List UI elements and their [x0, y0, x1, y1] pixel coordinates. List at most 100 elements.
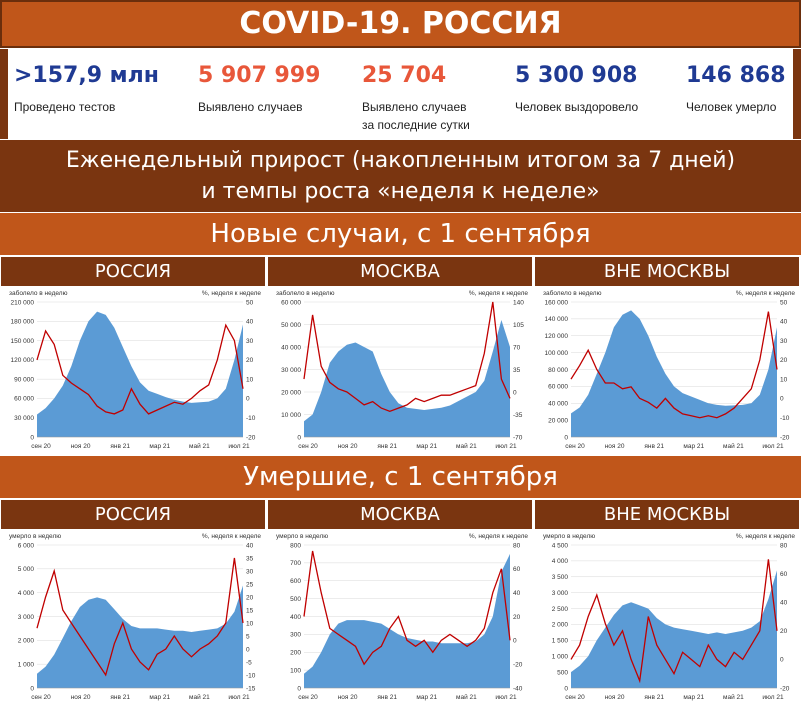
y-tick-label: 1 000 [18, 661, 35, 668]
y-tick-label: 20 000 [548, 417, 568, 424]
y2-tick-label: -10 [780, 415, 790, 422]
x-tick-label: май 21 [189, 693, 210, 701]
y-axis-title: умерло в неделю [543, 533, 595, 540]
cases-section-title: Новые случаи, с 1 сентября [0, 213, 801, 255]
y-tick-label: 80 000 [548, 367, 568, 374]
region-label: РОССИЯ [1, 500, 265, 529]
y-tick-label: 210 000 [11, 299, 35, 306]
y2-tick-label: 50 [780, 299, 788, 306]
y-tick-label: 180 000 [11, 319, 35, 326]
y-tick-label: 0 [30, 434, 34, 441]
stats-row: >157,9 млн Проведено тестов 5 907 999 Вы… [0, 49, 801, 139]
y2-tick-label: 105 [513, 322, 524, 329]
y2-axis-title: %, неделя к неделе [202, 290, 261, 297]
y2-tick-label: 20 [246, 594, 254, 601]
y-tick-label: 60 000 [548, 384, 568, 391]
y-tick-label: 120 000 [545, 333, 569, 340]
region-label: ВНЕ МОСКВЫ [535, 500, 799, 529]
y-tick-label: 2 500 [552, 606, 569, 613]
y-tick-label: 140 000 [545, 316, 569, 323]
y2-tick-label: 30 [246, 568, 254, 575]
y-tick-label: 2 000 [18, 638, 35, 645]
y2-tick-label: 60 [513, 566, 521, 573]
y2-tick-label: 5 [246, 633, 250, 640]
y2-tick-label: 40 [246, 319, 254, 326]
y2-tick-label: 30 [246, 338, 254, 345]
x-tick-label: июл 21 [228, 694, 250, 701]
y-tick-label: 4 000 [18, 590, 35, 597]
y-tick-label: 6 000 [18, 542, 35, 549]
y2-tick-label: 10 [780, 376, 788, 383]
x-tick-label: ноя 20 [605, 694, 625, 701]
x-tick-label: ноя 20 [71, 694, 91, 701]
y2-axis-title: %, неделя к неделе [469, 533, 528, 540]
y2-tick-label: 20 [780, 357, 788, 364]
y-tick-label: 0 [297, 434, 301, 441]
y2-tick-label: 0 [780, 657, 784, 664]
weekly-growth-line [36, 323, 244, 415]
y2-tick-label: 30 [780, 338, 788, 345]
region-label: РОССИЯ [1, 257, 265, 286]
region-label: МОСКВА [268, 500, 532, 529]
y2-tick-label: 20 [513, 614, 521, 621]
x-tick-label: ноя 20 [338, 443, 358, 450]
y-axis-title: умерло в неделю [9, 533, 61, 540]
y-tick-label: 120 000 [11, 357, 35, 364]
chart-svg: заболело в неделю %, неделя к неделе 0 10 0… [268, 286, 532, 453]
y-tick-label: 60 000 [281, 299, 301, 306]
deaths-chart-moscow: МОСКВА умерло в неделю %, неделя к неделе… [268, 500, 532, 704]
y2-tick-label: 15 [246, 607, 254, 614]
weekly-growth-line [570, 311, 778, 419]
x-tick-label: июл 21 [228, 443, 250, 450]
y2-tick-label: 10 [246, 376, 254, 383]
stat-value: 146 868 [686, 63, 786, 88]
cases-chart-moscow: МОСКВА заболело в неделю %, неделя к неде… [268, 257, 532, 453]
y2-axis-title: %, неделя к неделе [736, 533, 795, 540]
weekly-total-area [304, 553, 510, 688]
y2-tick-label: 40 [780, 319, 788, 326]
x-tick-label: ноя 20 [605, 443, 625, 450]
y2-axis-title: %, неделя к неделе [469, 290, 528, 297]
chart-svg: заболело в неделю %, неделя к неделе 0 20 0… [535, 286, 799, 453]
x-tick-label: сен 20 [565, 443, 585, 450]
stat-value: 5 907 999 [198, 63, 321, 88]
y-tick-label: 800 [290, 542, 301, 549]
y-tick-label: 5 000 [18, 566, 35, 573]
y-tick-label: 3 000 [552, 590, 569, 597]
y-tick-label: 100 [290, 667, 301, 674]
y2-tick-label: 10 [246, 620, 254, 627]
y2-tick-label: 0 [513, 389, 517, 396]
y2-axis-title: %, неделя к неделе [736, 290, 795, 297]
y-tick-label: 700 [290, 560, 301, 567]
x-tick-label: май 21 [723, 442, 744, 450]
x-tick-label: сен 20 [298, 443, 318, 450]
x-tick-label: ноя 20 [71, 443, 91, 450]
y2-tick-label: 35 [246, 555, 254, 562]
y-tick-label: 0 [564, 434, 568, 441]
x-tick-label: янв 21 [644, 443, 664, 450]
weekly-total-area [37, 311, 243, 437]
y-tick-label: 500 [557, 669, 568, 676]
y2-tick-label: 50 [246, 299, 254, 306]
y-tick-label: 4 500 [552, 542, 569, 549]
x-tick-label: май 21 [456, 693, 477, 701]
y-tick-label: 90 000 [14, 376, 34, 383]
stat-label: Человек умерло [686, 100, 777, 114]
y-tick-label: 60 000 [14, 396, 34, 403]
y2-tick-label: 80 [513, 542, 521, 549]
subtitle-banner: Еженедельный прирост (накопленным итогом… [0, 140, 801, 212]
y2-tick-label: -70 [513, 434, 523, 441]
stat-value: >157,9 млн [14, 63, 159, 88]
y-tick-label: 1 500 [552, 638, 569, 645]
y2-tick-label: 0 [513, 638, 517, 645]
chart-svg: умерло в неделю %, неделя к неделе 0 500 1 0… [535, 529, 799, 704]
x-tick-label: мар 21 [416, 694, 437, 701]
y2-tick-label: 20 [246, 357, 254, 364]
y-tick-label: 4 000 [552, 558, 569, 565]
stat-label: Выявлено случаев [362, 100, 467, 114]
subtitle-line-1: Еженедельный прирост (накопленным итогом… [65, 148, 736, 173]
weekly-growth-line [303, 301, 511, 412]
weekly-growth-line [570, 559, 778, 684]
x-tick-label: сен 20 [31, 443, 51, 450]
stat-value: 5 300 908 [515, 63, 638, 88]
